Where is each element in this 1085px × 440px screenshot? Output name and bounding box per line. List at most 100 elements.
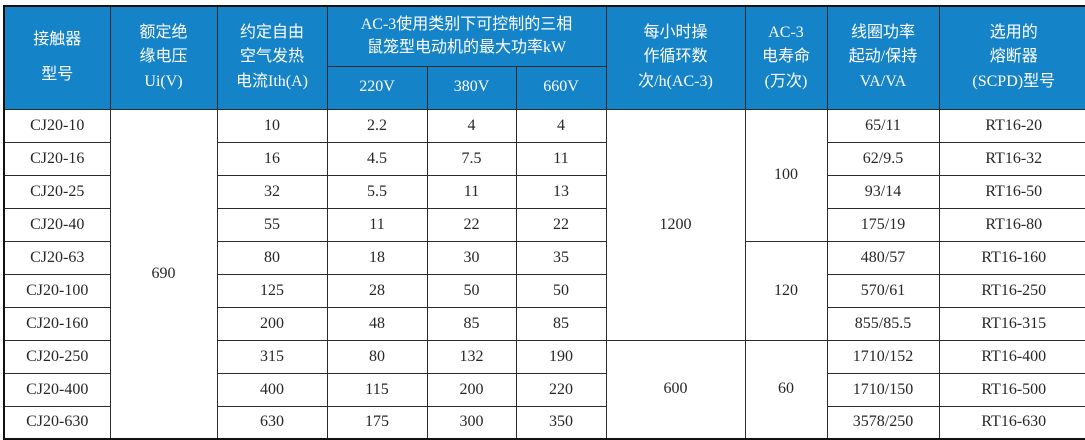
power-380-cell: 30 (426, 240, 517, 275)
power-380-cell: 132 (426, 339, 517, 374)
power-380-cell: 300 (426, 405, 517, 440)
fuse-cell: RT16-80 (938, 207, 1085, 242)
model-cell: CJ20-400 (3, 372, 111, 407)
power-380-cell: 50 (426, 273, 517, 308)
coil-cell: 570/61 (826, 273, 940, 308)
fuse-cell: RT16-160 (938, 240, 1085, 275)
header-insulation-voltage: 额定绝 缘电压 Ui(V) (109, 5, 218, 110)
power-660-cell: 4 (515, 108, 607, 143)
power-380-cell: 7.5 (426, 141, 517, 176)
coil-cell: 480/57 (826, 240, 940, 275)
power-660-cell: 85 (515, 306, 607, 341)
fuse-cell: RT16-50 (938, 174, 1085, 209)
cycles-cell: 1200 (605, 108, 746, 341)
power-660-cell: 22 (515, 207, 607, 242)
power-220-cell: 115 (326, 372, 428, 407)
power-220-cell: 28 (326, 273, 428, 308)
power-220-cell: 175 (326, 405, 428, 440)
fuse-cell: RT16-400 (938, 339, 1085, 374)
ith-cell: 55 (216, 207, 328, 242)
model-cell: CJ20-250 (3, 339, 111, 374)
coil-cell: 1710/152 (826, 339, 940, 374)
power-220-cell: 4.5 (326, 141, 428, 176)
power-660-cell: 13 (515, 174, 607, 209)
table-row: CJ20-16 16 4.5 7.5 11 62/9.5 RT16-32 (3, 141, 1085, 176)
header-380v: 380V (426, 65, 517, 110)
power-380-cell: 4 (426, 108, 517, 143)
power-380-cell: 200 (426, 372, 517, 407)
table-row: CJ20-25 32 5.5 11 13 93/14 RT16-50 (3, 174, 1085, 209)
fuse-cell: RT16-20 (938, 108, 1085, 143)
power-220-cell: 80 (326, 339, 428, 374)
table-row: CJ20-630 630 175 300 350 3578/250 RT16-6… (3, 405, 1085, 440)
model-cell: CJ20-16 (3, 141, 111, 176)
coil-cell: 855/85.5 (826, 306, 940, 341)
header-660v: 660V (515, 65, 607, 110)
power-660-cell: 50 (515, 273, 607, 308)
ith-cell: 32 (216, 174, 328, 209)
model-cell: CJ20-160 (3, 306, 111, 341)
power-380-cell: 11 (426, 174, 517, 209)
power-220-cell: 2.2 (326, 108, 428, 143)
life-cell: 100 (744, 108, 828, 242)
table-row: CJ20-40 55 11 22 22 175/19 RT16-80 (3, 207, 1085, 242)
ith-cell: 400 (216, 372, 328, 407)
fuse-cell: RT16-32 (938, 141, 1085, 176)
model-cell: CJ20-40 (3, 207, 111, 242)
power-220-cell: 18 (326, 240, 428, 275)
header-cycles-per-hour: 每小时操 作循环数 次/h(AC-3) (605, 5, 746, 110)
model-cell: CJ20-10 (3, 108, 111, 143)
power-660-cell: 35 (515, 240, 607, 275)
coil-cell: 3578/250 (826, 405, 940, 440)
ith-cell: 16 (216, 141, 328, 176)
fuse-cell: RT16-630 (938, 405, 1085, 440)
header-model: 接触器 型号 (3, 5, 111, 110)
ui-voltage-cell: 690 (109, 108, 218, 440)
life-cell: 60 (744, 339, 828, 440)
header-ac3-power-group: AC-3使用类别下可控制的三相 鼠笼型电动机的最大功率kW (326, 5, 607, 67)
table-body: CJ20-10 690 10 2.2 4 4 1200 100 65/11 RT… (3, 108, 1085, 440)
coil-cell: 65/11 (826, 108, 940, 143)
model-cell: CJ20-630 (3, 405, 111, 440)
header-electrical-life: AC-3 电寿命 (万次) (744, 5, 828, 110)
table-row: CJ20-250 315 80 132 190 600 60 1710/152 … (3, 339, 1085, 440)
table-row: CJ20-160 200 48 85 85 855/85.5 RT16-315 (3, 306, 1085, 341)
fuse-cell: RT16-315 (938, 306, 1085, 341)
ith-cell: 630 (216, 405, 328, 440)
fuse-cell: RT16-500 (938, 372, 1085, 407)
power-660-cell: 350 (515, 405, 607, 440)
power-220-cell: 48 (326, 306, 428, 341)
header-fuse-model: 选用的 熔断器 (SCPD)型号 (938, 5, 1085, 110)
model-cell: CJ20-100 (3, 273, 111, 308)
power-220-cell: 5.5 (326, 174, 428, 209)
table-row: CJ20-10 690 10 2.2 4 4 1200 100 65/11 RT… (3, 108, 1085, 440)
coil-cell: 62/9.5 (826, 141, 940, 176)
power-380-cell: 85 (426, 306, 517, 341)
table-row: CJ20-100 125 28 50 50 570/61 RT16-250 (3, 273, 1085, 308)
power-380-cell: 22 (426, 207, 517, 242)
table-row: CJ20-400 400 115 200 220 1710/150 RT16-5… (3, 372, 1085, 407)
power-660-cell: 190 (515, 339, 607, 374)
ith-cell: 125 (216, 273, 328, 308)
power-220-cell: 11 (326, 207, 428, 242)
life-cell: 120 (744, 240, 828, 341)
model-cell: CJ20-25 (3, 174, 111, 209)
coil-cell: 93/14 (826, 174, 940, 209)
ith-cell: 315 (216, 339, 328, 374)
ith-cell: 10 (216, 108, 328, 143)
contactor-spec-table: 接触器 型号 额定绝 缘电压 Ui(V) 约定自由 空气发热 电流Ith(A) … (3, 5, 1085, 440)
power-660-cell: 11 (515, 141, 607, 176)
header-coil-power: 线圈功率 起动/保持 VA/VA (826, 5, 940, 110)
coil-cell: 1710/150 (826, 372, 940, 407)
coil-cell: 175/19 (826, 207, 940, 242)
table-header: 接触器 型号 额定绝 缘电压 Ui(V) 约定自由 空气发热 电流Ith(A) … (3, 5, 1085, 110)
ith-cell: 80 (216, 240, 328, 275)
model-cell: CJ20-63 (3, 240, 111, 275)
header-220v: 220V (326, 65, 428, 110)
ith-cell: 200 (216, 306, 328, 341)
cycles-cell: 600 (605, 339, 746, 440)
power-660-cell: 220 (515, 372, 607, 407)
fuse-cell: RT16-250 (938, 273, 1085, 308)
header-thermal-current: 约定自由 空气发热 电流Ith(A) (216, 5, 328, 110)
